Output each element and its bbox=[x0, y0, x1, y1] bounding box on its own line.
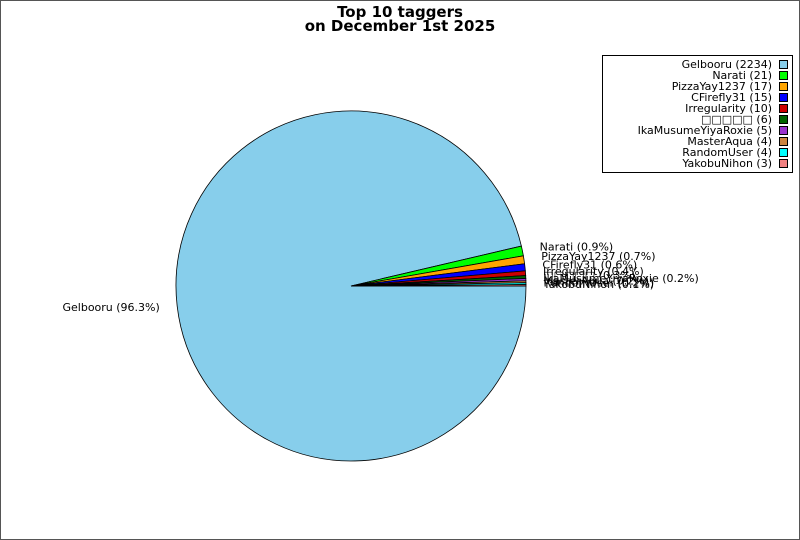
legend-label: IkaMusumeYiyaRoxie (5) bbox=[637, 124, 772, 137]
legend-item: PizzaYay1237 (17) bbox=[603, 81, 792, 92]
slice-label-7: MasterAqua (0.2%) bbox=[543, 274, 649, 287]
legend-item: IkaMusumeYiyaRoxie (5) bbox=[603, 125, 792, 136]
legend-item: Narati (21) bbox=[603, 70, 792, 81]
slice-label-5: □□□□□ (0.3%) bbox=[543, 269, 635, 282]
slice-label-3: CFirefly31 (0.6%) bbox=[542, 258, 637, 271]
legend-label: RandomUser (4) bbox=[682, 146, 772, 159]
legend-swatch bbox=[779, 71, 788, 80]
slice-label-1: Narati (0.9%) bbox=[540, 240, 614, 253]
chart-title-line-2: on December 1st 2025 bbox=[305, 17, 496, 35]
legend-label: □□□□□ (6) bbox=[700, 113, 772, 126]
legend-swatch bbox=[779, 60, 788, 69]
legend-swatch bbox=[779, 115, 788, 124]
legend-swatch bbox=[779, 104, 788, 113]
legend-label: Gelbooru (2234) bbox=[681, 58, 772, 71]
legend-swatch bbox=[779, 82, 788, 91]
legend-swatch bbox=[779, 159, 788, 168]
slice-label-0: Gelbooru (96.3%) bbox=[62, 301, 159, 314]
slice-label-4: Irregularity (0.4%) bbox=[543, 265, 644, 278]
legend-swatch bbox=[779, 93, 788, 102]
slice-label-6: IkaMusumeYiyaRoxie (0.2%) bbox=[543, 272, 698, 285]
legend-label: Irregularity (10) bbox=[685, 102, 772, 115]
legend-item: Gelbooru (2234) bbox=[603, 59, 792, 70]
slice-label-8: RandomUser (0.2%) bbox=[544, 276, 655, 289]
legend-item: YakobuNihon (3) bbox=[603, 158, 792, 169]
pie-slices bbox=[175, 110, 527, 462]
legend-item: MasterAqua (4) bbox=[603, 136, 792, 147]
legend-item: Irregularity (10) bbox=[603, 103, 792, 114]
legend-label: Narati (21) bbox=[712, 69, 772, 82]
slice-label-2: PizzaYay1237 (0.7%) bbox=[541, 250, 655, 263]
legend-swatch bbox=[779, 137, 788, 146]
legend-label: CFirefly31 (15) bbox=[691, 91, 772, 104]
slice-label-9: YakobuNihon (0.1%) bbox=[543, 278, 655, 291]
legend: Gelbooru (2234) Narati (21) PizzaYay1237 (… bbox=[602, 55, 793, 173]
chart-title-line-1: Top 10 taggers bbox=[337, 3, 463, 21]
legend-item: □□□□□ (6) bbox=[603, 114, 792, 125]
pie-labels: Gelbooru (96.3%) Narati (0.9%)PizzaYay123… bbox=[62, 240, 698, 314]
legend-swatch bbox=[779, 126, 788, 135]
pie-slice-9 bbox=[350, 284, 527, 287]
legend-label: MasterAqua (4) bbox=[687, 135, 772, 148]
legend-label: PizzaYay1237 (17) bbox=[671, 80, 772, 93]
legend-label: YakobuNihon (3) bbox=[682, 157, 772, 170]
legend-item: CFirefly31 (15) bbox=[603, 92, 792, 103]
legend-item: RandomUser (4) bbox=[603, 147, 792, 158]
legend-swatch bbox=[779, 148, 788, 157]
